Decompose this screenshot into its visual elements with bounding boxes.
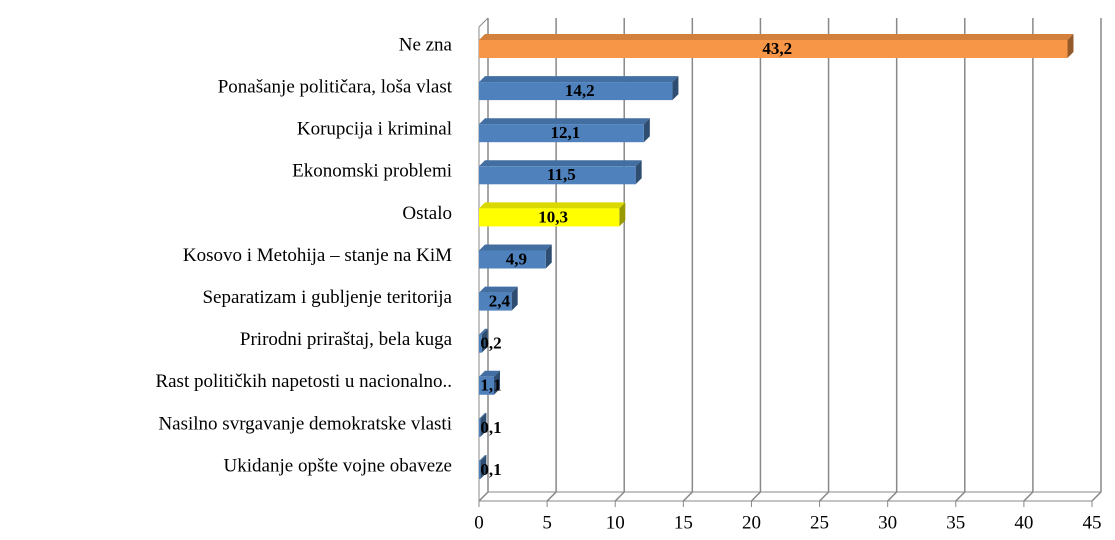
bar-top [479, 286, 518, 293]
bar-side [545, 244, 552, 269]
bar-top [479, 76, 679, 83]
bar-side [480, 412, 487, 437]
value-label: 4,9 [506, 249, 527, 268]
x-tick-label: 15 [674, 512, 693, 533]
x-tick-label: 30 [878, 512, 897, 533]
category-label: Prirodni priraštaj, bela kuga [240, 329, 453, 350]
bar-side [672, 76, 679, 101]
value-label: 0,1 [480, 418, 501, 437]
bar [479, 418, 481, 437]
value-label: 1,1 [480, 376, 501, 395]
value-label: 0,1 [480, 460, 501, 479]
category-label: Korupcija i kriminal [297, 119, 452, 140]
bar [479, 334, 482, 353]
bar-side [511, 286, 518, 311]
category-label: Ne zna [399, 34, 453, 55]
value-label: 43,2 [762, 39, 792, 58]
bar-side [619, 202, 626, 227]
grid-line [682, 491, 693, 502]
value-label: 12,1 [551, 123, 581, 142]
grid-line [1023, 491, 1034, 502]
grid-line [955, 491, 966, 502]
category-label: Ekonomski problemi [292, 161, 452, 182]
bar [479, 40, 1068, 58]
grid-line [614, 491, 625, 502]
value-label: 0,2 [480, 334, 501, 353]
bar-top [479, 34, 1074, 40]
bar [479, 82, 673, 101]
bar [479, 124, 644, 143]
bar-top [479, 412, 487, 419]
bar [479, 166, 636, 185]
bar [479, 208, 620, 227]
grid-line [819, 491, 830, 502]
x-tick-label: 25 [810, 512, 829, 533]
x-tick-label: 20 [742, 512, 761, 533]
bar-top [479, 244, 552, 251]
left-wall [478, 17, 489, 28]
bar-side [480, 455, 487, 479]
category-label: Rast političkih napetosti u nacionalno.. [155, 371, 452, 392]
grid-line [1091, 491, 1102, 502]
x-tick-label: 5 [542, 512, 552, 533]
bar-top [479, 455, 487, 461]
bar-top [479, 118, 650, 125]
bar-side [643, 118, 650, 143]
x-tick-label: 35 [946, 512, 965, 533]
category-label: Kosovo i Metohija – stanje na KiM [183, 245, 452, 266]
bar [479, 250, 546, 269]
bar [479, 292, 512, 311]
grid-line [478, 491, 489, 502]
bar-top [479, 328, 488, 335]
value-label: 11,5 [547, 165, 576, 184]
bar-top [479, 160, 642, 167]
bar-top [479, 202, 626, 209]
bar [479, 461, 481, 479]
category-label: Separatizam i gubljenje teritorija [202, 287, 452, 308]
bar-side [635, 160, 642, 185]
bar-side [493, 370, 500, 395]
bar-side [1067, 34, 1074, 58]
value-label: 14,2 [565, 81, 595, 100]
value-label: 10,3 [538, 207, 568, 226]
grid-line [750, 491, 761, 502]
category-label: Ostalo [402, 203, 452, 224]
bar-side [481, 328, 488, 353]
category-label: Ukidanje opšte vojne obaveze [224, 455, 452, 476]
grid-line [546, 491, 557, 502]
x-tick-label: 10 [606, 512, 625, 533]
bar [479, 376, 494, 395]
x-tick-label: 40 [1014, 512, 1033, 533]
value-label: 2,4 [489, 292, 511, 311]
category-label: Nasilno svrgavanje demokratske vlasti [158, 413, 452, 434]
x-tick-label: 45 [1083, 512, 1102, 533]
category-label: Ponašanje političara, loša vlast [218, 76, 453, 97]
grid-line [887, 491, 898, 502]
bar-top [479, 370, 500, 377]
x-tick-label: 0 [474, 512, 484, 533]
